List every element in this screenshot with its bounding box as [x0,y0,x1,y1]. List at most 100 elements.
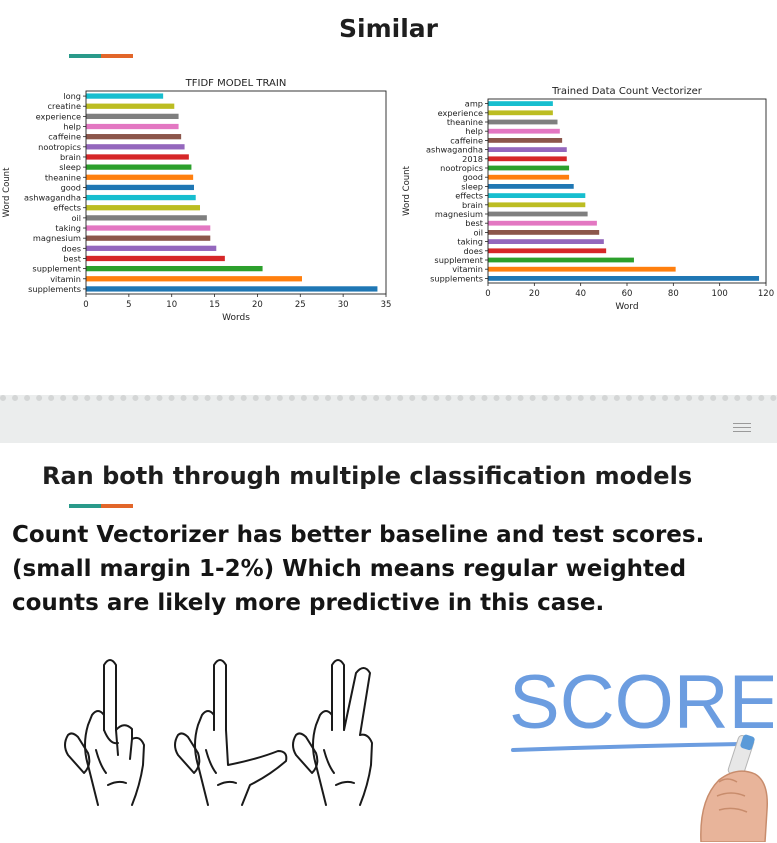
y-tick-label: help [63,122,81,132]
bar [86,276,302,282]
y-tick-label: supplement [32,264,81,274]
bar [488,101,553,106]
y-tick-label: sleep [461,181,483,191]
y-tick-label: caffeine [48,132,81,142]
y-tick-label: experience [438,108,483,118]
y-tick-label: oil [71,213,81,223]
two-finger-L-hand-icon [174,659,288,806]
chart-title: TFIDF MODEL TRAIN [185,78,287,89]
bar [86,194,196,201]
score-marker-illustration: SCORE [509,660,773,842]
bar [86,184,194,191]
y-tick-label: taking [55,223,81,233]
y-tick-label: caffeine [450,135,483,145]
x-axis-label: Words [222,313,250,323]
y-tick-label: good [463,172,483,182]
bar [488,184,574,189]
score-underline [511,742,743,752]
bar [86,215,207,221]
slide-title: Ran both through multiple classification… [42,462,693,490]
y-tick-label: ashwagandha [24,193,81,203]
three-finger-hand-icon [292,659,373,806]
plot-frame [487,98,767,284]
bar [488,257,634,263]
title-accent-bar [69,54,133,58]
chart-title: Trained Data Count Vectorizer [551,86,703,97]
counting-hands-illustration [64,659,373,806]
bar [488,165,570,171]
y-tick-label: sleep [59,162,81,172]
bar [86,205,200,211]
x-tick-label: 120 [758,289,774,299]
bar [488,128,560,134]
bar [86,225,211,231]
y-tick-label: theanine [447,117,483,127]
bar [86,154,189,160]
bar [86,265,263,272]
bar [86,144,185,150]
x-tick-label: 25 [295,300,306,310]
bar [86,286,378,292]
y-tick-label: magnesium [435,209,483,219]
x-tick-label: 5 [126,300,131,310]
x-tick-label: 100 [712,289,728,299]
bar [488,119,558,125]
bar [86,245,217,251]
x-tick-label: 40 [575,289,586,299]
bar [86,93,164,99]
y-axis-label: Word Count [402,165,412,215]
accent-orange [101,504,133,508]
slide-title: Similar [339,14,438,43]
bar [488,147,567,152]
bar [86,164,192,170]
bar [488,239,604,244]
score-word: SCORE [509,660,773,745]
y-tick-label: supplements [430,273,483,283]
plot-frame [85,90,387,295]
x-tick-label: 20 [529,289,540,299]
bar [488,193,586,198]
x-tick-label: 10 [166,300,177,310]
count-vectorizer-bar-chart: Trained Data Count Vectorizer supplements… [402,86,774,312]
y-tick-label: does [463,246,483,256]
bar [86,134,182,140]
bar [488,248,607,254]
x-axis-label: Word [615,302,638,312]
y-tick-label: brain [462,200,483,210]
bar [488,138,563,143]
bar [86,103,175,109]
accent-teal [69,504,101,508]
bar [488,230,600,235]
y-tick-label: effects [455,191,483,201]
y-tick-label: good [61,182,81,192]
bar [86,174,194,180]
bar [488,211,588,217]
bar [86,255,225,262]
bar [488,220,597,226]
y-tick-label: amp [465,99,483,109]
slide-bottom [0,443,777,843]
y-tick-label: brain [60,152,81,162]
y-tick-label: supplements [28,284,81,294]
x-tick-label: 80 [668,289,679,299]
y-tick-label: best [63,253,82,263]
y-tick-label: taking [457,237,483,247]
y-tick-label: experience [36,111,81,121]
bar [86,113,179,120]
x-tick-label: 15 [209,300,220,310]
x-tick-label: 35 [381,300,392,310]
y-tick-label: vitamin [452,264,483,274]
y-tick-label: does [61,243,81,253]
accent-teal [69,54,101,58]
drag-handle-icon[interactable] [733,423,751,435]
y-tick-label: magnesium [33,233,81,243]
x-tick-label: 30 [338,300,349,310]
bar [488,110,553,116]
bar [488,202,586,208]
bar [488,266,676,272]
y-tick-label: creatine [48,101,81,111]
y-tick-label: help [465,126,483,136]
y-tick-label: ashwagandha [426,145,483,155]
slide-divider [0,395,777,443]
y-tick-label: vitamin [50,274,81,284]
